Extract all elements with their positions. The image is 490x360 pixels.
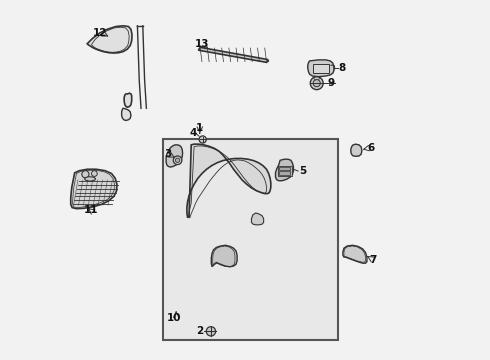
Ellipse shape	[85, 177, 96, 181]
Text: 9: 9	[327, 78, 335, 88]
Bar	[163, 139, 338, 339]
Circle shape	[199, 136, 206, 143]
Circle shape	[313, 80, 320, 87]
Text: 13: 13	[195, 39, 209, 49]
Text: 2: 2	[196, 326, 204, 336]
Circle shape	[175, 158, 180, 162]
Polygon shape	[251, 213, 264, 225]
Circle shape	[82, 171, 89, 178]
Polygon shape	[275, 159, 294, 181]
Polygon shape	[122, 108, 131, 121]
Polygon shape	[124, 93, 132, 107]
Polygon shape	[87, 26, 132, 53]
Text: 1: 1	[196, 123, 203, 133]
Circle shape	[206, 327, 216, 336]
Text: 7: 7	[369, 255, 377, 265]
Circle shape	[92, 171, 97, 176]
Text: 12: 12	[93, 28, 107, 38]
Circle shape	[173, 156, 182, 165]
Polygon shape	[187, 144, 271, 218]
Text: 6: 6	[367, 143, 374, 153]
Polygon shape	[198, 47, 269, 62]
Bar	[278, 166, 292, 176]
Polygon shape	[211, 245, 237, 267]
Polygon shape	[71, 169, 117, 209]
Text: 8: 8	[338, 63, 345, 73]
Polygon shape	[166, 145, 183, 167]
Bar	[279, 171, 290, 175]
Bar	[313, 64, 329, 73]
Polygon shape	[351, 144, 362, 156]
Bar	[279, 167, 290, 170]
Text: 4: 4	[189, 129, 196, 138]
Text: 5: 5	[299, 166, 306, 176]
Text: 11: 11	[84, 206, 99, 216]
Text: 10: 10	[167, 313, 181, 323]
Polygon shape	[343, 245, 367, 263]
Text: 3: 3	[164, 149, 171, 159]
Circle shape	[310, 77, 323, 90]
Polygon shape	[308, 60, 334, 77]
